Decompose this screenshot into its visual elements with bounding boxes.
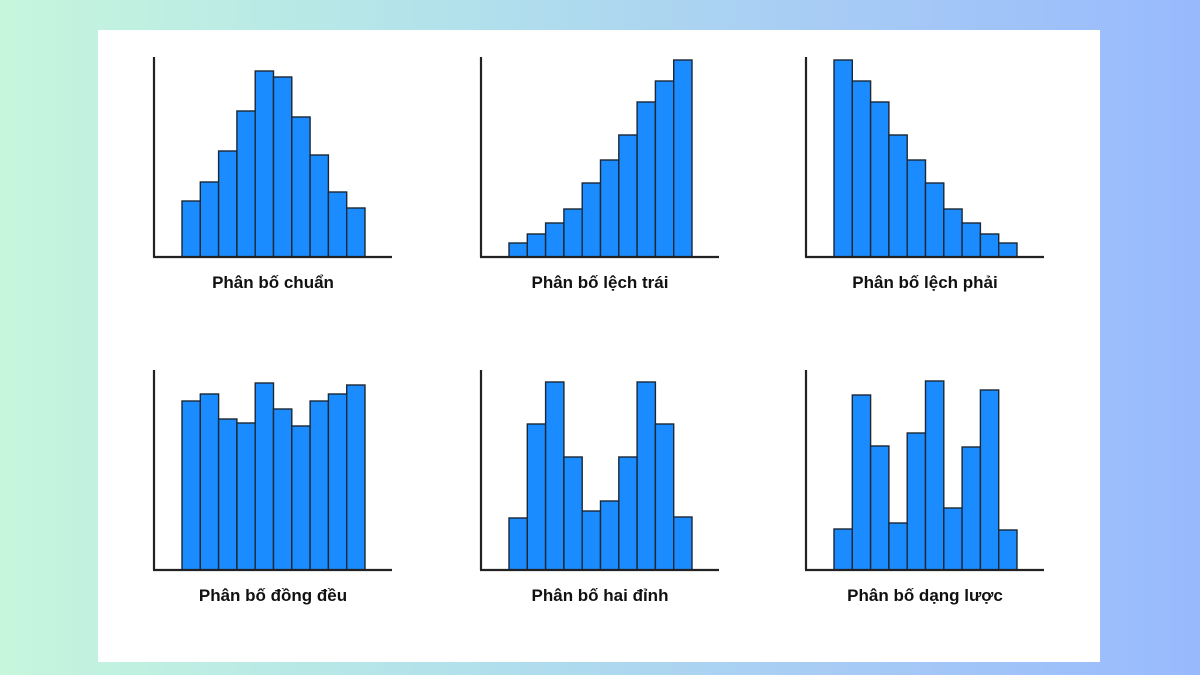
histogram-bar — [636, 101, 657, 258]
histogram-bar — [851, 80, 872, 258]
histogram-6: Phân bố dạng lược — [804, 370, 1044, 605]
histogram-2: Phân bố lệch trái — [479, 57, 719, 292]
histogram-bar — [526, 423, 547, 571]
histogram-bar — [906, 432, 927, 571]
histogram-bar — [833, 59, 853, 258]
histogram-bar — [833, 528, 853, 571]
histogram-bar — [943, 208, 963, 258]
histogram-5: Phân bố hai đỉnh — [479, 370, 719, 605]
chart-title: Phân bố hai đỉnh — [532, 586, 669, 605]
histogram-bar — [673, 59, 693, 258]
histogram-bar — [924, 380, 945, 571]
histogram-bar — [869, 445, 890, 571]
chart-title: Phân bố dạng lược — [847, 586, 1003, 605]
histogram-bar — [599, 500, 620, 571]
histogram-bar — [581, 510, 602, 571]
histogram-bar — [924, 182, 945, 258]
histogram-bar — [618, 134, 638, 258]
histogram-bar — [636, 381, 657, 571]
chart-title: Phân bố đồng đều — [199, 586, 347, 605]
histogram-bar — [181, 400, 201, 571]
histogram-bar — [309, 154, 330, 258]
histogram-bar — [961, 446, 982, 571]
chart-title: Phân bố lệch trái — [532, 273, 669, 292]
histogram-bar — [526, 233, 547, 258]
histogram-bar — [654, 423, 675, 571]
histogram-bar — [618, 456, 638, 571]
histogram-bar — [272, 76, 293, 258]
histogram-bar — [181, 200, 201, 258]
histogram-3: Phân bố lệch phải — [804, 57, 1044, 292]
histogram-bar — [599, 159, 620, 258]
histogram-bar — [309, 400, 330, 571]
histogram-bar — [346, 207, 366, 258]
histogram-bar — [979, 389, 1000, 571]
histogram-bar — [544, 381, 565, 571]
histogram-bar — [217, 418, 238, 571]
histogram-bar — [961, 222, 982, 258]
histogram-bar — [272, 408, 293, 571]
histogram-bar — [236, 422, 256, 571]
histogram-bar — [217, 150, 238, 258]
histogram-bar — [888, 134, 908, 258]
histogram-bar — [236, 110, 256, 258]
histogram-bar — [508, 517, 528, 571]
histogram-bar — [254, 70, 275, 258]
histogram-bar — [998, 529, 1018, 571]
histogram-bar — [654, 80, 675, 258]
histogram-bar — [346, 384, 366, 571]
histogram-bar — [327, 191, 348, 258]
histogram-bar — [851, 394, 872, 571]
histogram-bar — [581, 182, 602, 258]
histogram-bar — [508, 242, 528, 258]
histogram-bar — [998, 242, 1018, 258]
histogram-4: Phân bố đồng đều — [152, 370, 392, 605]
histogram-bar — [199, 181, 220, 258]
histogram-bar — [869, 101, 890, 258]
histogram-bar — [544, 222, 565, 258]
histogram-bar — [254, 382, 275, 571]
histogram-bar — [906, 159, 927, 258]
histogram-bar — [563, 456, 583, 571]
chart-title: Phân bố lệch phải — [852, 273, 997, 292]
histogram-bar — [291, 116, 311, 258]
histogram-1: Phân bố chuẩn — [152, 57, 392, 292]
histogram-bar — [888, 522, 908, 571]
histogram-bar — [291, 425, 311, 571]
histogram-bar — [199, 393, 220, 571]
histogram-bar — [673, 516, 693, 571]
histogram-bar — [979, 233, 1000, 258]
histogram-bar — [563, 208, 583, 258]
chart-title: Phân bố chuẩn — [212, 273, 334, 292]
histogram-bar — [943, 507, 963, 571]
histogram-bar — [327, 393, 348, 571]
